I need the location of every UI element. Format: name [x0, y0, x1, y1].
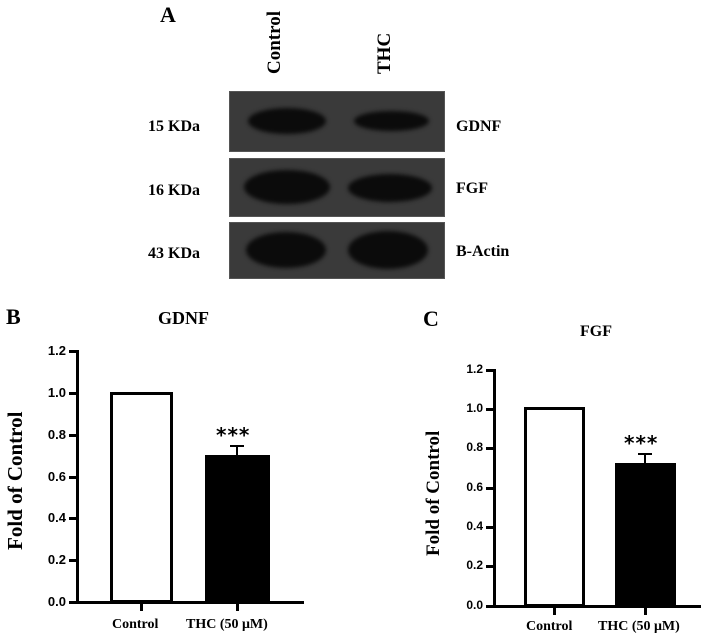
- kda-label-fgf: 16 KDa: [148, 182, 200, 199]
- y-tick-c: [486, 408, 493, 411]
- error-bar-thc-gdnf: [236, 445, 238, 456]
- kda-label-b-actin: 43 KDa: [148, 245, 200, 262]
- y-tick-label-b: 1.0: [47, 385, 66, 400]
- y-tick-b: [69, 434, 76, 437]
- panel-letter-a: A: [160, 2, 176, 27]
- y-tick-label-b: 0.6: [47, 469, 66, 484]
- x-label-control-b: Control: [112, 617, 159, 632]
- chart-title-fgf: FGF: [580, 323, 612, 340]
- bar-control-gdnf: [110, 392, 173, 603]
- y-tick-b: [69, 392, 76, 395]
- y-tick-label-b: 1.2: [47, 343, 66, 358]
- protein-label-b-actin: B-Actin: [456, 243, 510, 260]
- blot-strip-b-actin: [229, 222, 445, 279]
- panel-letter-b: B: [6, 304, 21, 329]
- blot-strip-gdnf: [229, 91, 445, 152]
- y-tick-label-b: 0.4: [47, 510, 66, 525]
- panel-letter-c: C: [423, 306, 439, 331]
- band-control-fgf: [244, 170, 330, 204]
- error-bar-thc-fgf: [644, 453, 646, 464]
- band-control-gdnf: [248, 108, 326, 134]
- y-tick-label-c: 1.2: [466, 362, 483, 376]
- y-tick-label-b: 0.8: [47, 427, 66, 442]
- y-tick-c: [486, 605, 493, 608]
- y-tick-c: [486, 447, 493, 450]
- x-tick-c: [553, 607, 556, 615]
- y-tick-c: [486, 526, 493, 529]
- y-axis-label-c: Fold of Control: [423, 430, 444, 556]
- y-tick-label-c: 0.6: [466, 480, 483, 494]
- x-label-control-c: Control: [526, 619, 573, 634]
- blot-strip-fgf: [229, 158, 445, 217]
- y-tick-b: [69, 559, 76, 562]
- y-axis-label-b: Fold of Control: [3, 411, 27, 550]
- y-tick-label-b: 0.0: [47, 594, 66, 609]
- y-tick-b: [69, 350, 76, 353]
- y-tick-c: [486, 487, 493, 490]
- chart-title-gdnf: GDNF: [158, 308, 209, 328]
- y-tick-label-c: 0.2: [466, 558, 483, 572]
- x-tick-b: [140, 603, 143, 611]
- y-tick-c: [486, 369, 493, 372]
- lane-label-thc: THC: [374, 32, 395, 74]
- y-tick-b: [69, 601, 76, 604]
- protein-label-fgf: FGF: [456, 180, 488, 197]
- y-tick-label-c: 0.4: [466, 519, 483, 533]
- band-thc-fgf: [348, 174, 432, 202]
- y-tick-label-c: 1.0: [466, 401, 483, 415]
- band-thc-gdnf: [354, 111, 429, 131]
- x-tick-b: [236, 603, 239, 611]
- band-thc-b-actin: [348, 231, 428, 269]
- bar-thc-gdnf: [205, 455, 270, 603]
- error-cap-thc-gdnf: [230, 445, 244, 447]
- protein-label-gdnf: GDNF: [456, 118, 502, 135]
- y-tick-b: [69, 517, 76, 520]
- y-tick-label-c: 0.8: [466, 440, 483, 454]
- significance-stars-c: ***: [624, 431, 659, 455]
- significance-stars-b: ***: [216, 423, 251, 447]
- y-axis-b: [76, 350, 79, 604]
- bar-thc-fgf: [615, 463, 676, 607]
- x-axis-c: [493, 605, 701, 608]
- x-label-thc-c: THC (50 μM): [598, 619, 680, 634]
- x-axis-b: [76, 601, 304, 604]
- kda-label-gdnf: 15 KDa: [148, 118, 200, 135]
- x-tick-c: [644, 607, 647, 615]
- band-control-b-actin: [246, 232, 326, 268]
- y-tick-label-c: 0.0: [466, 598, 483, 612]
- y-tick-b: [69, 476, 76, 479]
- y-tick-c: [486, 565, 493, 568]
- lane-label-control: Control: [264, 11, 285, 74]
- y-tick-label-b: 0.2: [47, 552, 66, 567]
- bar-control-fgf: [524, 407, 585, 607]
- x-label-thc-b: THC (50 μM): [186, 617, 268, 632]
- y-axis-c: [493, 369, 496, 608]
- error-cap-thc-fgf: [638, 453, 652, 455]
